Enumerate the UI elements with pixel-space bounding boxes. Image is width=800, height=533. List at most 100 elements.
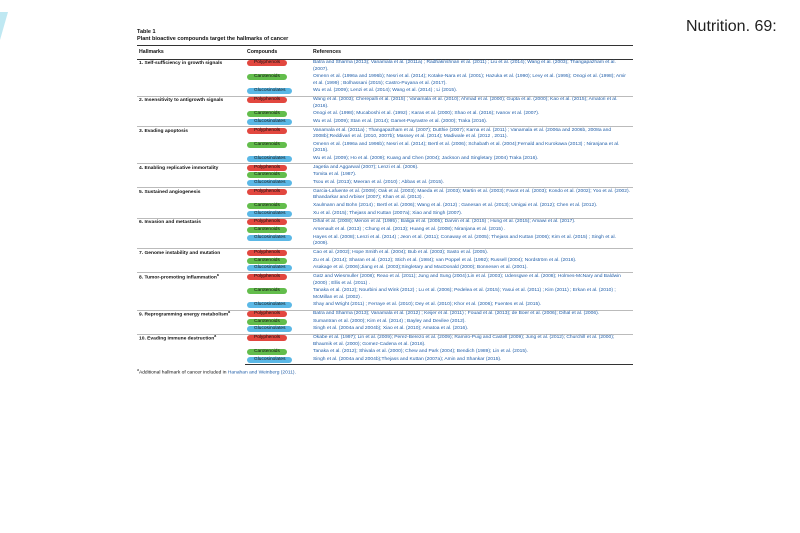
compound-tag: Carotenoids bbox=[247, 74, 287, 81]
compound-tag: Carotenoids bbox=[247, 203, 287, 210]
compound-cell: Glucosinolates bbox=[245, 156, 311, 164]
compound-tag: Polyphenols bbox=[247, 311, 288, 318]
table-row: 2. Insensitivity to antigrowth signals Po… bbox=[137, 95, 633, 127]
compound-cell: Polyphenols bbox=[245, 58, 311, 74]
table-row: Glucosinolates Singh et al. (2004a and 20… bbox=[137, 356, 633, 366]
table-row: 5. Sustained angiogenesis Polyphenols Garc… bbox=[137, 187, 633, 219]
hallmark: 9. Reprogramming energy metabolism bbox=[139, 312, 229, 318]
footnote-marker: a bbox=[216, 272, 219, 277]
table-row: 6. Invasion and metastasis Polyphenols Dih… bbox=[137, 217, 633, 249]
references: Onogi et al. (1998); Mucaboshi et al. (1… bbox=[313, 111, 540, 117]
compound-cell: Glucosinolates bbox=[245, 88, 311, 96]
compound-cell: Glucosinolates bbox=[245, 356, 311, 366]
compound-cell: Polyphenols bbox=[245, 309, 311, 319]
hallmark: 7. Genome instability and mutation bbox=[139, 250, 221, 256]
table-row: 10. Evading immune destructiona Polypheno… bbox=[137, 333, 633, 365]
references: Hayes et al. (2008); Lenzi et al. (2014)… bbox=[313, 234, 616, 247]
compound-cell: Glucosinolates bbox=[245, 210, 311, 218]
hallmark-cell: 3. Evading apoptosis bbox=[137, 126, 245, 164]
references: Omenn et al. (1996a and 1996b); Nesri et… bbox=[313, 141, 620, 154]
compound-tag: Carotenoids bbox=[247, 318, 287, 325]
hallmark: 3. Evading apoptosis bbox=[139, 128, 188, 134]
compound-tag: Carotenoids bbox=[247, 172, 287, 179]
compound-cell: Polyphenols bbox=[245, 248, 311, 258]
compound-cell: Carotenoids bbox=[245, 74, 311, 88]
footnote: aAdditional hallmark of cancer included … bbox=[137, 368, 633, 375]
table-row: 3. Evading apoptosis Polyphenols Vanamala … bbox=[137, 126, 633, 164]
references: Dihal et al. (2008); Menon et al. (1995)… bbox=[311, 217, 633, 227]
compound-tag: Glucosinolates bbox=[247, 265, 293, 272]
compound-cell: Glucosinolates bbox=[245, 302, 311, 310]
compound-cell: Carotenoids bbox=[245, 172, 311, 180]
compound-tag: Carotenoids bbox=[247, 257, 287, 264]
compound-cell: Polyphenols bbox=[245, 163, 311, 172]
references: Batra and Sharma (2013); Vanamala et al.… bbox=[311, 309, 633, 319]
references: Arsenault et al. (2013) ; Chung et al. (… bbox=[313, 227, 506, 233]
references: Gatz and Wiesmuller (2008); Reao et al. … bbox=[311, 272, 633, 288]
compound-tag: Glucosinolates bbox=[247, 119, 293, 126]
hallmark: 10. Evading immune destruction bbox=[139, 336, 215, 342]
decoration bbox=[0, 12, 8, 40]
compound-tag: Polyphenols bbox=[247, 188, 288, 195]
references: Wu et al. (2009); Lenzi et al. (2014); W… bbox=[313, 88, 458, 94]
compound-cell: Polyphenols bbox=[245, 217, 311, 227]
table-sheet: Table 1 Plant bioactive compounds target… bbox=[137, 29, 633, 376]
footnote-marker: a bbox=[137, 368, 139, 373]
column-header: Compounds bbox=[245, 45, 311, 60]
table-title: Table 1 bbox=[137, 29, 156, 35]
table-caption: Plant bioactive compounds target the hal… bbox=[137, 36, 289, 42]
compound-tag: Glucosinolates bbox=[247, 88, 293, 95]
compound-cell: Carotenoids bbox=[245, 257, 311, 265]
compound-cell: Polyphenols bbox=[245, 272, 311, 288]
references: Tsou et al. (2013); Meeran et al. (2010)… bbox=[313, 180, 445, 186]
compound-cell: Polyphenols bbox=[245, 187, 311, 203]
table-row: Carotenoids Onogi et al. (1998); Mucabosh… bbox=[137, 111, 633, 119]
hallmark-cell: 7. Genome instability and mutation bbox=[137, 248, 245, 273]
compound-tag: Carotenoids bbox=[247, 349, 287, 356]
table: Hallmarks Compounds References 1. Self-suf… bbox=[137, 45, 633, 366]
table-body: 1. Self-sufficiency in growth signals Pol… bbox=[137, 58, 633, 366]
table-row: Carotenoids Xaulmann and Bohn (2014) ; Be… bbox=[137, 202, 633, 210]
compound-tag: Glucosinolates bbox=[247, 180, 293, 187]
references: Tomita et al. (1987). bbox=[313, 172, 357, 178]
table-row: Glucosinolates Asakage et al. (2006);Jian… bbox=[137, 265, 633, 273]
compound-tag: Polyphenols bbox=[247, 335, 288, 342]
references: Wu et al. (2009); Stan et al. (2014); Ga… bbox=[313, 119, 488, 125]
compound-tag: Polyphenols bbox=[247, 249, 288, 256]
journal-label: Nutrition. 69: bbox=[686, 18, 777, 35]
compound-tag: Polyphenols bbox=[247, 127, 288, 134]
table-row: Glucosinolates Wu et al. (2009); Lenzi et… bbox=[137, 88, 633, 96]
references: Xu et al. (2015); Thejass and Kuttan (20… bbox=[313, 210, 463, 216]
compound-tag: Carotenoids bbox=[247, 111, 287, 118]
compound-tag: Carotenoids bbox=[247, 227, 287, 234]
compound-cell: Carotenoids bbox=[245, 318, 311, 326]
table-row: Glucosinolates Xu et al. (2015); Thejass … bbox=[137, 210, 633, 218]
table-row: 7. Genome instability and mutation Polyph… bbox=[137, 248, 633, 273]
table-row: 8. Tumor-promoting inflammationa Polyphen… bbox=[137, 272, 633, 310]
hallmark: 4. Enabling replicative immortality bbox=[139, 165, 219, 171]
references: Singh et al. (2004a and 2004b); Xiao et … bbox=[313, 326, 469, 332]
compound-tag: Glucosinolates bbox=[247, 234, 293, 241]
compound-tag: Glucosinolates bbox=[247, 357, 293, 364]
table-row: Carotenoids Arsenault et al. (2013) ; Chu… bbox=[137, 227, 633, 235]
references: Vanamala et al. (2011a) ; Thangapazham e… bbox=[311, 126, 633, 142]
table-row: Glucosinolates Tsou et al. (2013); Meeran… bbox=[137, 180, 633, 188]
hallmark: 6. Invasion and metastasis bbox=[139, 220, 201, 226]
compound-cell: Glucosinolates bbox=[245, 118, 311, 126]
hallmark-cell: 5. Sustained angiogenesis bbox=[137, 187, 245, 219]
compound-tag: Carotenoids bbox=[247, 141, 287, 148]
compound-cell: Glucosinolates bbox=[245, 326, 311, 334]
compound-cell: Polyphenols bbox=[245, 333, 311, 349]
compound-cell: Carotenoids bbox=[245, 141, 311, 155]
table-row: Carotenoids Omenn et al. (1996a and 1996b… bbox=[137, 74, 633, 88]
footnote-marker: a bbox=[214, 334, 217, 339]
references: Tanaka et al. (2012); Nourbini and Wink … bbox=[313, 288, 616, 300]
references: Sumantran et al. (2000); Kim et al. (201… bbox=[313, 318, 466, 324]
column-header: References bbox=[311, 45, 633, 60]
hallmark-cell: 8. Tumor-promoting inflammationa bbox=[137, 272, 245, 310]
hallmark: 8. Tumor-promoting inflammation bbox=[139, 275, 217, 281]
compound-tag: Glucosinolates bbox=[247, 210, 293, 217]
references: Wang et al. (2003); Cherepalli et al. (2… bbox=[311, 95, 633, 111]
table-row: 9. Reprogramming energy metabolisma Polyp… bbox=[137, 309, 633, 335]
